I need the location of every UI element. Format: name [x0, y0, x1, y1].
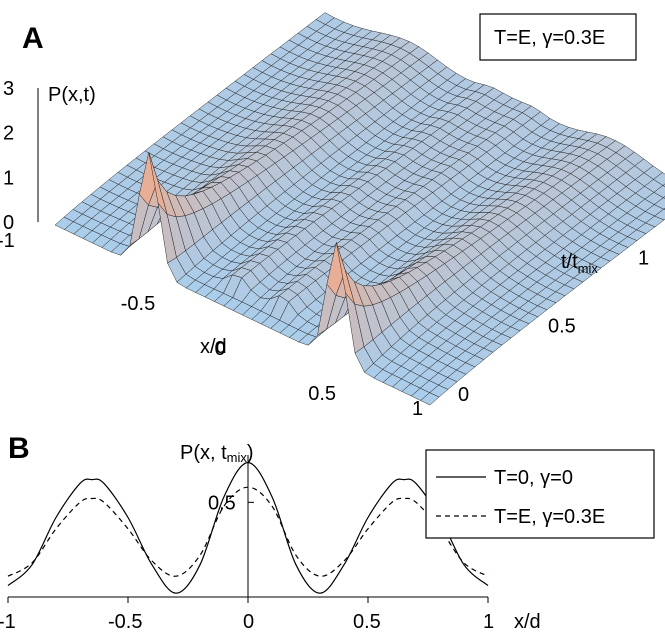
x-tick-label-b: -0.5	[108, 611, 142, 633]
t-axis-title-main: t/t	[561, 251, 578, 273]
x-axis-title-b: x/d	[514, 611, 541, 633]
y-axis-ticks-b: 0.5	[208, 492, 254, 514]
legend-label-dashed: T=E, γ=0.3E	[494, 506, 605, 528]
t-tick-label: 0	[458, 384, 469, 406]
y-axis-title-b-main: P(x, t	[180, 442, 227, 464]
y-axis-title-b-end: )	[247, 442, 254, 464]
panel-a-label: A	[22, 22, 44, 55]
x-tick-label-a: 0.5	[308, 383, 336, 405]
t-axis-title: t/tmix	[561, 251, 598, 276]
x-tick-label-b: -1	[0, 611, 16, 633]
x-tick-label-a: -1	[0, 230, 15, 252]
series-line-dashed	[7, 486, 489, 577]
x-tick-label-a: 1	[412, 398, 423, 420]
panel-b-label: B	[8, 432, 30, 465]
z-axis-title: P(x,t)	[48, 84, 96, 106]
z-tick-label: 2	[3, 123, 14, 145]
x-tick-label-b: 0.5	[353, 611, 381, 633]
surface-plot	[54, 12, 665, 406]
panel-a: A T=E, γ=0.3E 0 1 2 3 P(x,t) -1 -0.5 0 0.5 1 x/…	[0, 12, 665, 420]
y-tick-label-b: 0.5	[208, 492, 236, 514]
x-tick-label-a: 0	[215, 338, 226, 360]
t-axis-ticks: 00.511.5	[458, 247, 649, 406]
y-axis-title-b-sub: mix	[227, 450, 248, 465]
x-tick-label-b: 0	[243, 611, 254, 633]
surface-cell	[420, 392, 440, 406]
z-tick-label: 1	[3, 167, 14, 189]
legend-label-solid: T=0, γ=0	[494, 467, 573, 489]
x-axis-title-a: x/d	[200, 336, 227, 358]
z-axis-ticks: 0 1 2 3	[3, 78, 14, 234]
annotation-text: T=E, γ=0.3E	[494, 27, 605, 49]
x-axis-ticks-b: -1 -0.5 0 0.5 1	[0, 597, 494, 633]
surface-cell	[662, 183, 665, 187]
y-axis-title-b: P(x, tmix)	[180, 442, 254, 465]
x-tick-label-a: -0.5	[121, 293, 155, 315]
legend-box	[425, 449, 655, 539]
t-tick-label: 1	[638, 247, 649, 269]
t-axis-title-sub: mix	[578, 261, 599, 276]
series-group	[7, 461, 489, 594]
annotation-box	[479, 13, 637, 61]
series-line-solid	[7, 461, 489, 594]
z-tick-label: 3	[3, 78, 14, 100]
x-tick-label-b: 1	[483, 611, 494, 633]
panel-b: B -1 -0.5 0 0.5 1 0.5 P(x, tmix) x/d T=0, γ=…	[0, 432, 655, 633]
z-tick-label: 0	[3, 212, 14, 234]
t-tick-label: 0.5	[548, 316, 576, 338]
x-axis-ticks-a: -1 -0.5 0 0.5 1	[0, 230, 423, 420]
